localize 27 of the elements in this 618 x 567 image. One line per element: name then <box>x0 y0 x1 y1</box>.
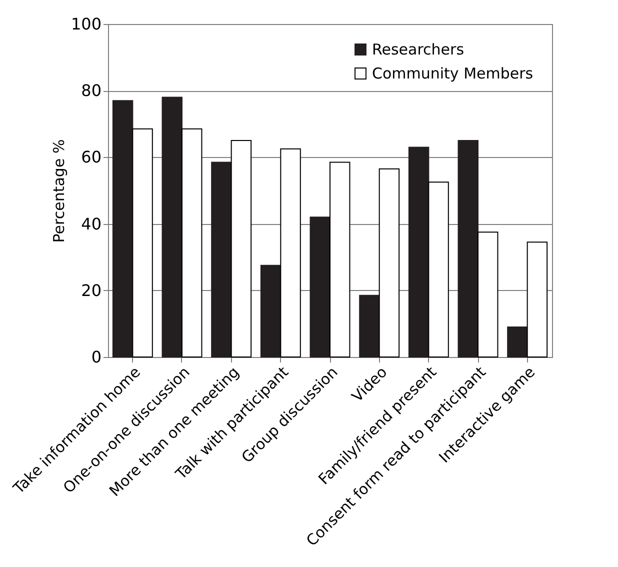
bar <box>428 182 449 358</box>
bar <box>260 264 282 358</box>
bar <box>280 148 301 358</box>
bar <box>162 96 182 358</box>
bar <box>310 216 330 358</box>
bar <box>330 162 350 358</box>
y-tick-label: 20 <box>81 280 102 300</box>
y-tick-label: 100 <box>70 14 102 34</box>
y-tick-label: 40 <box>81 214 102 234</box>
y-tick-label: 80 <box>81 81 102 100</box>
legend-label: Researchers <box>372 40 464 58</box>
bar <box>478 232 498 358</box>
legend-label: Community Members <box>372 64 534 82</box>
bar <box>507 326 528 358</box>
bar <box>359 294 380 358</box>
bar <box>112 100 134 358</box>
bar <box>230 140 252 358</box>
y-axis-title: Percentage % <box>50 139 68 243</box>
bar <box>378 168 400 358</box>
bar <box>408 146 430 358</box>
bar <box>132 128 153 358</box>
bar <box>458 140 478 358</box>
bar <box>526 242 548 358</box>
y-tick-label: 0 <box>91 348 102 366</box>
bar <box>182 128 202 358</box>
y-tick-label: 60 <box>81 148 102 167</box>
bar <box>211 162 232 358</box>
